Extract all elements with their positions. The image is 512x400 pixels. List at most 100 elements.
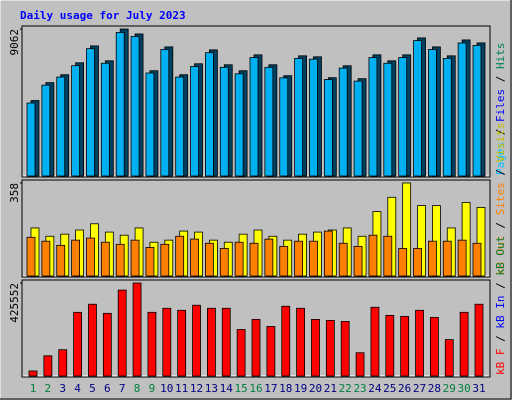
bar [175,76,185,177]
x-tick-label: 15 [235,382,248,395]
bar [204,242,214,277]
bar [115,243,125,277]
bar [86,237,95,277]
bar [311,318,320,377]
x-tick-label: 20 [309,382,322,395]
legend-separator: / [494,329,507,349]
legend-entry: Files [494,89,507,122]
bar [234,73,244,177]
x-tick-label: 22 [339,382,352,395]
bar [413,248,422,277]
bar [444,339,454,377]
bar [130,239,140,277]
bar [73,311,82,377]
bar [398,57,408,177]
bar [26,236,36,277]
legend-separator: / [494,215,507,235]
bar [338,242,348,277]
bar [415,309,424,377]
x-tick-label: 25 [383,382,396,395]
bar [147,311,157,377]
bar [442,240,452,277]
bar [413,40,422,177]
bar [219,66,229,177]
bar [309,58,318,177]
x-tick-label: 2 [45,382,52,395]
legend-entry: Visits [494,123,507,163]
bar [56,76,66,177]
bar [71,65,80,177]
legend-entry: Hits [494,43,507,70]
x-tick-label: 6 [104,382,111,395]
bar [429,316,439,377]
bar [279,77,289,177]
bar [385,314,395,377]
x-tick-label: 4 [74,382,81,395]
bar [459,311,469,377]
bar [145,247,155,277]
bar [442,57,452,177]
chart-title: Daily usage for July 2023 [20,9,186,22]
bar [192,304,201,377]
bar [130,36,140,177]
legend: kB F / kB In / kB Out [494,236,507,375]
bar [160,243,170,277]
bar [264,66,274,177]
x-tick-label: 24 [368,382,382,395]
x-tick-label: 26 [398,382,411,395]
legend-entry: Pages [494,142,507,175]
bar [219,248,229,277]
bar [325,320,335,377]
bar [323,230,333,277]
x-tick-label: 14 [220,382,234,395]
bar [355,352,365,377]
bar [264,238,274,277]
bar [294,240,304,277]
bar [294,57,304,177]
y-tick-label: 9062 [8,29,21,56]
bar [206,307,216,377]
x-tick-label: 16 [249,382,262,395]
bar [221,307,231,377]
bar [370,306,380,377]
bar [340,321,350,377]
bar [132,282,142,377]
bar [234,241,244,277]
bar [41,84,51,177]
bar [160,49,170,177]
bar [474,303,484,377]
bar [457,42,467,177]
bar [309,240,318,277]
bar [457,239,467,277]
bar [472,45,482,177]
bar [117,289,127,377]
legend-entry: kB In [494,296,507,329]
x-tick-label: 23 [353,382,366,395]
bar [43,355,53,377]
x-tick-label: 19 [294,382,307,395]
bar [249,242,259,277]
bar [204,52,214,177]
bar [100,62,110,177]
bar [398,248,408,277]
legend-separator: / [494,162,507,182]
bar [175,235,185,277]
bar [145,72,155,177]
bar [353,80,363,177]
bar [383,235,393,277]
legend: Pages / Files / Hits [494,43,507,176]
bar [383,62,393,177]
bar [26,102,36,177]
legend-separator: / [494,122,507,142]
bar [368,57,378,177]
bar [115,32,125,177]
bar [56,244,66,277]
bar [100,241,110,277]
bar [190,238,199,277]
x-tick-label: 17 [264,382,277,395]
legend-entry: kB Out [494,235,507,275]
bar [236,329,246,377]
bar [177,309,187,377]
